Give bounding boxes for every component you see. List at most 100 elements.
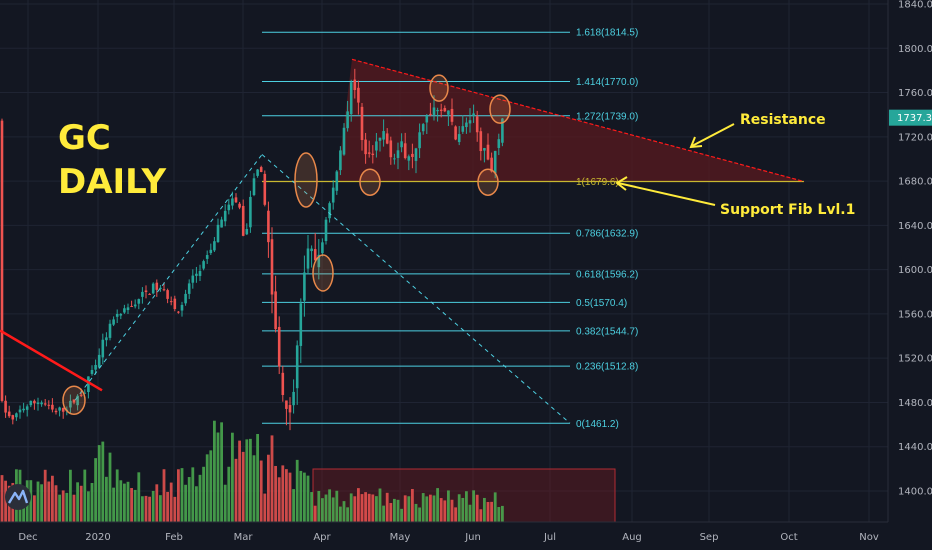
volume-bar bbox=[148, 496, 151, 522]
candle-body bbox=[501, 118, 504, 143]
candle-body bbox=[475, 116, 479, 133]
volume-bar bbox=[155, 484, 159, 522]
price-tick-label: 1520.0 bbox=[898, 354, 932, 365]
volume-bar bbox=[79, 485, 83, 522]
candle-body bbox=[277, 326, 281, 367]
candle-body bbox=[490, 157, 493, 172]
volume-bar bbox=[342, 501, 346, 522]
volume-bar bbox=[130, 488, 133, 522]
highlight-circle bbox=[489, 94, 511, 124]
volume-bar bbox=[137, 472, 141, 522]
fib-level-label: 0.236(1512.8) bbox=[576, 362, 638, 373]
candle-body bbox=[493, 150, 497, 174]
volume-bar bbox=[429, 494, 432, 522]
candle-body bbox=[378, 137, 382, 141]
volume-bar bbox=[213, 420, 216, 522]
time-tick-label: Aug bbox=[622, 532, 642, 543]
candle-body bbox=[151, 283, 155, 294]
candle-body bbox=[256, 169, 259, 176]
volume-bar bbox=[159, 495, 162, 522]
volume-bar bbox=[61, 490, 65, 522]
volume-bar bbox=[238, 440, 241, 522]
tradingview-logo-icon[interactable] bbox=[5, 484, 31, 510]
resistance-arrow bbox=[691, 123, 735, 147]
candle-body bbox=[79, 394, 83, 396]
candle-body bbox=[375, 141, 378, 151]
volume-bar bbox=[400, 508, 403, 522]
volume-bar bbox=[4, 480, 7, 522]
volume-bar bbox=[177, 469, 180, 522]
price-tick-label: 1440.0 bbox=[898, 442, 932, 453]
candle-body bbox=[101, 339, 105, 358]
candle-body bbox=[202, 261, 205, 269]
candle-body bbox=[274, 291, 277, 330]
volume-bar bbox=[447, 490, 450, 522]
trendline-red bbox=[0, 329, 103, 392]
candle-body bbox=[15, 413, 18, 418]
candle-body bbox=[364, 139, 367, 155]
candle-body bbox=[321, 242, 324, 254]
volume-bar bbox=[367, 493, 371, 522]
fib-retracement: 1.618(1814.5) 1.414(1770.0) 1.272(1739.0) 1… bbox=[262, 28, 804, 430]
fib-level-label: 1(1679.6) bbox=[576, 177, 619, 188]
highlight-circles bbox=[62, 74, 511, 415]
volume-bar bbox=[403, 495, 407, 522]
volume-bar bbox=[180, 468, 184, 522]
volume-bar bbox=[324, 494, 328, 522]
candle-body bbox=[425, 115, 429, 123]
candle-body bbox=[349, 82, 353, 115]
candle-body bbox=[461, 126, 465, 132]
price-tick-label: 1640.0 bbox=[898, 221, 932, 232]
volume-bar bbox=[493, 492, 497, 522]
volume-bar bbox=[486, 502, 490, 522]
candle-body bbox=[285, 400, 288, 409]
candle-body bbox=[61, 407, 65, 412]
candle-body bbox=[184, 293, 187, 304]
candle-body bbox=[69, 400, 72, 408]
highlight-circle bbox=[294, 152, 318, 208]
volume-bar bbox=[205, 454, 209, 522]
price-axis[interactable]: 1840.0 1800.0 1760.0 1720.0 1680.0 1640.0 1600… bbox=[887, 0, 932, 550]
candle-body bbox=[411, 153, 414, 157]
volume-bar bbox=[317, 490, 321, 522]
volume-bar bbox=[126, 481, 130, 522]
price-tick-label: 1480.0 bbox=[898, 398, 932, 409]
candle-body bbox=[414, 148, 418, 161]
time-tick-label: May bbox=[390, 532, 411, 543]
candle-body bbox=[486, 144, 490, 160]
volume-bar bbox=[216, 432, 220, 522]
volume-bar bbox=[270, 435, 274, 522]
volume-bar bbox=[72, 494, 76, 522]
volume-bar bbox=[274, 465, 277, 522]
fib-level-label: 1.272(1739.0) bbox=[576, 111, 638, 122]
volume-bar bbox=[371, 494, 375, 522]
candle-body bbox=[51, 404, 54, 410]
candle-body bbox=[108, 323, 112, 338]
candle-body bbox=[223, 210, 227, 222]
price-tick-label: 1720.0 bbox=[898, 132, 932, 143]
volume-bar bbox=[83, 469, 87, 522]
volume-bar bbox=[195, 486, 198, 522]
candle-body bbox=[317, 254, 321, 268]
candle-body bbox=[367, 152, 371, 154]
candle-body bbox=[357, 87, 360, 103]
volume-bar bbox=[292, 489, 295, 522]
candle-body bbox=[249, 196, 252, 228]
volume-bar bbox=[187, 477, 191, 522]
candle-body bbox=[403, 143, 407, 159]
volume-bar bbox=[288, 472, 292, 522]
candle-body bbox=[331, 187, 335, 203]
volume-bar bbox=[360, 494, 364, 522]
highlight-circle bbox=[312, 254, 334, 292]
time-axis[interactable]: Dec 2020 Feb Mar Apr May Jun Jul Aug Sep Oct Nov bbox=[0, 521, 932, 550]
volume-bar bbox=[501, 505, 504, 522]
volume-bar bbox=[249, 438, 252, 522]
volume-bar bbox=[133, 489, 137, 522]
candle-body bbox=[209, 249, 213, 254]
volume-bar bbox=[475, 494, 479, 522]
candle-body bbox=[396, 150, 400, 158]
candle-body bbox=[22, 408, 25, 411]
candle-body bbox=[313, 249, 317, 261]
volume-bar bbox=[295, 459, 299, 522]
